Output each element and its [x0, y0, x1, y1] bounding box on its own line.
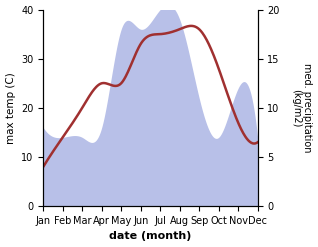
X-axis label: date (month): date (month) — [109, 231, 192, 242]
Y-axis label: med. precipitation
(kg/m2): med. precipitation (kg/m2) — [291, 63, 313, 153]
Y-axis label: max temp (C): max temp (C) — [5, 72, 16, 144]
